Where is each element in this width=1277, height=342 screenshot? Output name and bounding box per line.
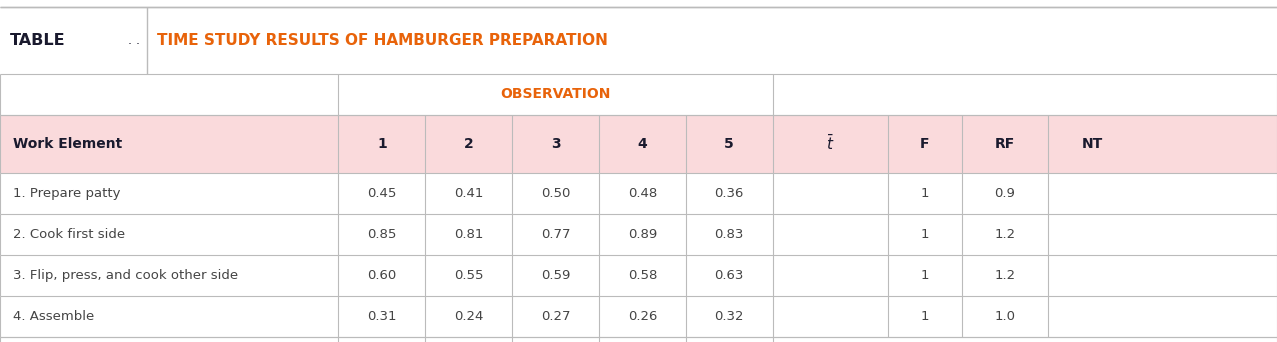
Text: 4. Assemble: 4. Assemble	[13, 310, 94, 323]
Text: 0.77: 0.77	[540, 228, 571, 241]
Text: 0.60: 0.60	[368, 269, 396, 282]
Text: 2: 2	[464, 137, 474, 150]
Text: 0.32: 0.32	[714, 310, 744, 323]
Text: 0.48: 0.48	[628, 187, 656, 200]
Text: 2. Cook first side: 2. Cook first side	[13, 228, 125, 241]
Bar	[0, 296, 1277, 337]
Text: 1: 1	[921, 228, 928, 241]
Text: 1. Prepare patty: 1. Prepare patty	[13, 187, 120, 200]
Text: 0.58: 0.58	[627, 269, 658, 282]
Text: . .: . .	[129, 34, 140, 47]
Text: 0.85: 0.85	[366, 228, 397, 241]
Text: TABLE: TABLE	[10, 33, 66, 48]
Text: 1: 1	[921, 310, 928, 323]
Bar	[0, 337, 1277, 342]
Text: 1.2: 1.2	[995, 228, 1015, 241]
Text: NT: NT	[1082, 137, 1103, 150]
Text: 1.2: 1.2	[995, 269, 1015, 282]
Text: 0.27: 0.27	[540, 310, 571, 323]
Text: 0.9: 0.9	[995, 187, 1015, 200]
Text: 0.31: 0.31	[366, 310, 397, 323]
Text: 0.81: 0.81	[453, 228, 484, 241]
Text: $\bar{t}$: $\bar{t}$	[826, 134, 834, 153]
Text: 0.59: 0.59	[540, 269, 571, 282]
Text: 1: 1	[377, 137, 387, 150]
Text: OBSERVATION: OBSERVATION	[501, 87, 610, 101]
Text: 0.89: 0.89	[628, 228, 656, 241]
Bar	[0, 214, 1277, 255]
Text: 1.0: 1.0	[995, 310, 1015, 323]
Text: Work Element: Work Element	[13, 137, 123, 150]
Text: 0.50: 0.50	[540, 187, 571, 200]
Text: 3. Flip, press, and cook other side: 3. Flip, press, and cook other side	[13, 269, 238, 282]
Text: 0.41: 0.41	[453, 187, 484, 200]
Text: 4: 4	[637, 137, 647, 150]
Text: 1: 1	[921, 269, 928, 282]
Text: F: F	[919, 137, 930, 150]
Text: 0.26: 0.26	[627, 310, 658, 323]
Bar	[0, 115, 1277, 173]
Text: 0.24: 0.24	[453, 310, 484, 323]
Text: 3: 3	[550, 137, 561, 150]
Text: RF: RF	[995, 137, 1015, 150]
Text: 0.83: 0.83	[714, 228, 744, 241]
Text: 1: 1	[921, 187, 928, 200]
Text: 0.45: 0.45	[366, 187, 397, 200]
Text: 0.63: 0.63	[714, 269, 744, 282]
Text: 0.36: 0.36	[714, 187, 744, 200]
Text: 0.55: 0.55	[453, 269, 484, 282]
Text: 5: 5	[724, 137, 734, 150]
Bar	[0, 173, 1277, 214]
Bar	[0, 255, 1277, 296]
Bar	[0, 7, 1277, 74]
Text: TIME STUDY RESULTS OF HAMBURGER PREPARATION: TIME STUDY RESULTS OF HAMBURGER PREPARAT…	[157, 33, 608, 48]
Bar	[0, 74, 1277, 115]
